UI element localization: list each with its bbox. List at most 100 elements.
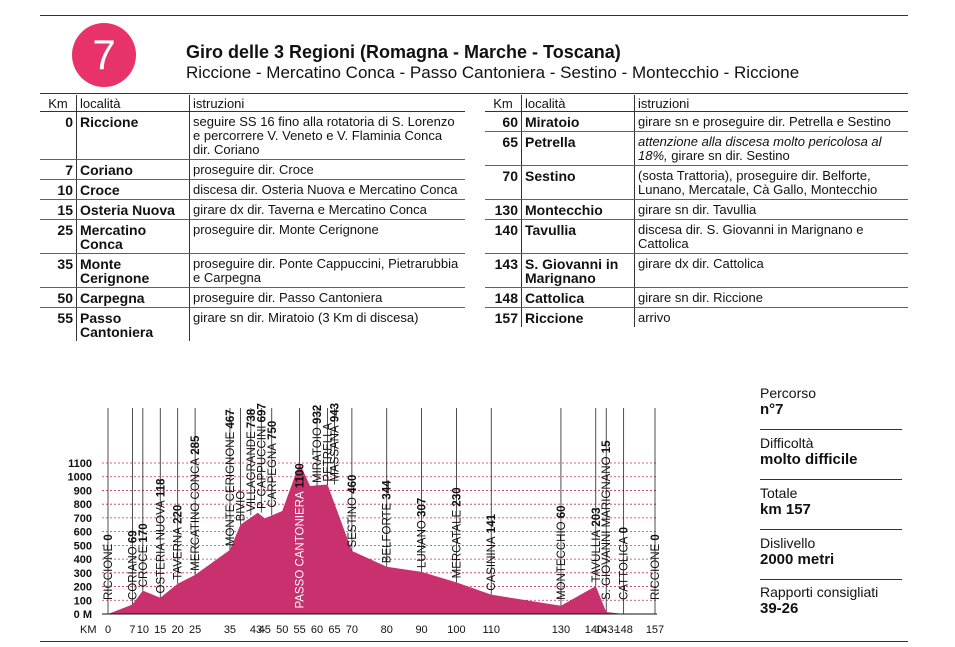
summary-item: Percorso n°7	[760, 385, 902, 418]
summary-divider	[760, 479, 902, 480]
locality-name: S. GIOVANNI MARIGNANO	[601, 456, 613, 600]
row-instructions: discesa dir. Osteria Nuova e Mercatino C…	[189, 179, 465, 200]
x-tick-label: 60	[311, 624, 323, 636]
locality-altitude: 170	[138, 523, 150, 545]
locality-label: CATTOLICA 0	[619, 527, 631, 600]
row-instruction-text: girare sn dir. Sestino	[671, 148, 790, 163]
row-km: 0	[40, 111, 77, 160]
locality-name: MONTE CERIGNONE	[225, 431, 237, 546]
locality-label: MONTE CERIGNONE 467	[225, 409, 237, 546]
locality-name: LUNANO	[417, 520, 429, 568]
x-tick-label: 43-	[250, 624, 266, 636]
locality-name: CORIANO	[127, 546, 139, 600]
locality-altitude: 141	[486, 513, 498, 536]
row-instructions: girare sn dir. Miratoio (3 Km di discesa…	[193, 310, 419, 325]
locality-name: MONTECCHIO	[556, 521, 568, 600]
locality-altitude: 0	[650, 534, 662, 544]
x-tick-label: 130	[552, 624, 570, 636]
locality-name: CATTOLICA	[619, 536, 631, 600]
row-locality: Sestino	[521, 165, 635, 200]
locality-name: PETRELLA	[322, 422, 334, 481]
x-tick-label: 65	[328, 624, 340, 636]
locality-label: CROCE 170	[138, 523, 150, 587]
x-tick-label: 148	[614, 624, 632, 636]
route-row: 157 Riccione arrivo	[485, 307, 908, 327]
route-row: 50 Carpegna proseguire dir. Passo Cantonie…	[40, 287, 465, 308]
route-title: Giro delle 3 Regioni (Romagna - Marche -…	[186, 42, 621, 62]
y-tick-label: 1100	[68, 458, 92, 470]
locality-name: MERCATINO CONCA	[190, 458, 202, 571]
row-locality: Mercatino Conca	[76, 219, 190, 254]
x-tick-label: 0	[105, 624, 111, 636]
locality-altitude: 0	[103, 534, 115, 544]
locality-name: MASSANA	[329, 425, 341, 482]
locality-label: S. GIOVANNI MARIGNANO 15	[601, 440, 613, 600]
row-locality: Carpegna	[76, 287, 190, 308]
summary-label: Difficoltà	[760, 435, 814, 451]
x-tick-label: 20	[172, 624, 184, 636]
y-tick-label: 300	[74, 568, 92, 580]
locality-header: località	[76, 95, 190, 112]
row-locality: Riccione	[76, 111, 190, 160]
row-instructions: (sosta Trattoria), proseguire dir. Belfo…	[634, 165, 908, 200]
row-km: 143	[485, 253, 522, 288]
row-km: 35	[40, 253, 77, 288]
row-instructions: proseguire dir. Passo Cantoniera	[189, 287, 465, 308]
x-tick-label: 25	[189, 624, 201, 636]
route-table-right: Km località istruzioni 60 Miratoio girare …	[485, 95, 908, 327]
locality-name: TAVULLIA	[591, 530, 603, 583]
row-km: 7	[40, 159, 77, 180]
km-header: Km	[40, 95, 77, 112]
locality-label: CORIANO 69	[127, 530, 139, 600]
route-row: 7 Coriano proseguire dir. Croce	[40, 159, 465, 180]
row-instructions: girare sn dir. Riccione	[634, 287, 908, 308]
row-km: 60	[485, 111, 522, 132]
locality-label: VILLAGRANDE 738	[246, 408, 258, 512]
instructions-header: istruzioni	[634, 95, 908, 112]
y-tick-label: 600	[74, 527, 92, 539]
locality-name: PASSO CANTONIERA	[295, 491, 307, 608]
row-km: 65	[485, 131, 522, 166]
row-km: 50	[40, 287, 77, 308]
route-row: 140 Tavullia discesa dir. S. Giovanni in M…	[485, 219, 908, 254]
route-number-badge: 7	[72, 23, 136, 87]
row-instructions: girare dx dir. Taverna e Mercatino Conca	[189, 199, 465, 220]
locality-label: MONTECCHIO 60	[556, 505, 568, 600]
locality-name: MIRATOIO	[312, 427, 324, 483]
route-subtitle: Riccione - Mercatino Conca - Passo Canto…	[186, 63, 800, 82]
row-locality: Monte Cerignone	[76, 253, 190, 288]
locality-label: P. CAPPUCCINI 697	[256, 403, 268, 509]
locality-label: MIRATOIO 932	[312, 405, 324, 483]
row-instructions: girare sn e proseguire dir. Petrella e S…	[634, 111, 908, 132]
row-km: 25	[40, 219, 77, 254]
x-tick-label: 10	[137, 624, 149, 636]
route-row: 10 Croce discesa dir. Osteria Nuova e Merc…	[40, 179, 465, 200]
locality-altitude: 285	[190, 435, 202, 458]
row-instructions: girare dx dir. Cattolica	[634, 253, 908, 288]
route-row: 143 S. Giovanni in Marignano girare dx dir…	[485, 253, 908, 288]
locality-altitude: 307	[417, 498, 429, 520]
route-row: 65 Petrella attenzione alla discesa molto …	[485, 131, 908, 166]
row-locality: Montecchio	[521, 199, 635, 220]
top-rule	[40, 15, 908, 16]
locality-name: BIVIO	[235, 491, 247, 522]
summary-value: 39-26	[760, 600, 799, 617]
route-row: 60 Miratoio girare sn e proseguire dir. Pe…	[485, 111, 908, 132]
x-tick-label: 50	[276, 624, 288, 636]
km-header: Km	[485, 95, 522, 112]
row-locality: Cattolica	[521, 287, 635, 308]
locality-label: MERCATALE 230	[451, 487, 463, 578]
summary-value: molto difficile	[760, 451, 858, 468]
summary-divider	[760, 429, 902, 430]
locality-name: CARPEGNA	[267, 443, 279, 508]
route-row: 0 Riccione seguire SS 16 fino alla rotator…	[40, 111, 465, 160]
row-km: 55	[40, 307, 77, 341]
locality-altitude: 943	[329, 403, 341, 425]
locality-label: TAVERNA 220	[173, 505, 185, 580]
row-locality: Osteria Nuova	[76, 199, 190, 220]
locality-name: SESTINO	[347, 497, 359, 548]
locality-name: RICCIONE	[650, 543, 662, 600]
x-tick-label: 45	[259, 624, 271, 636]
locality-altitude: 15	[601, 440, 613, 457]
summary-label: Rapporti consigliati	[760, 584, 879, 600]
